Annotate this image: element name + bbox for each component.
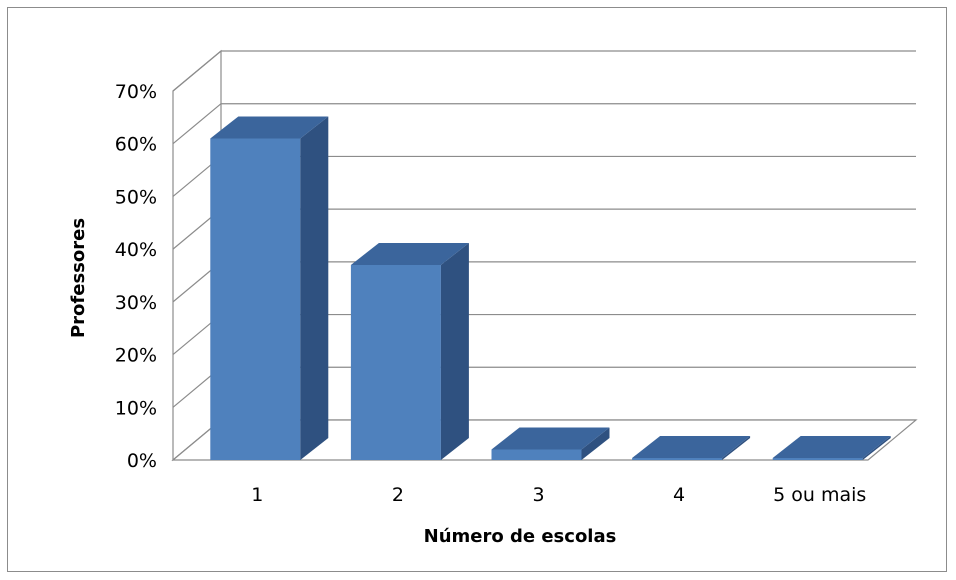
x-tick-label: 1: [251, 484, 263, 506]
y-tick-label: 10%: [115, 397, 157, 419]
chart-svg: 0% 10% 20% 30% 40% 50% 60% 70% 1 2 3 4 5 ou mais Nú…: [68, 49, 918, 547]
bar-side: [581, 427, 610, 460]
bar-top: [350, 242, 469, 265]
bar-3: [491, 427, 610, 460]
bar-side: [440, 242, 469, 460]
gridline: [172, 50, 916, 92]
y-tick-label: 60%: [115, 134, 157, 156]
bar-front: [772, 458, 863, 460]
bar-2: [350, 242, 469, 460]
y-tick-label: 0%: [127, 450, 157, 472]
bar-front: [491, 449, 582, 460]
bar-top: [772, 436, 891, 458]
bar-1: [210, 116, 329, 460]
y-tick-labels: 0% 10% 20% 30% 40% 50% 60% 70%: [115, 81, 157, 472]
bar-side: [300, 116, 329, 460]
x-tick-label: 4: [673, 484, 685, 506]
bars: [210, 116, 891, 460]
x-axis-title: Número de escolas: [424, 526, 617, 547]
y-tick-label: 50%: [115, 186, 157, 208]
x-tick-label: 5 ou mais: [773, 484, 866, 506]
bar-side: [722, 436, 751, 460]
y-tick-label: 30%: [115, 292, 157, 314]
x-tick-label: 3: [532, 484, 544, 506]
gridline: [172, 103, 916, 145]
y-tick-label: 40%: [115, 239, 157, 261]
bar-top: [632, 436, 751, 458]
x-tick-labels: 1 2 3 4 5 ou mais: [251, 484, 866, 506]
y-axis-title: Professores: [68, 218, 89, 338]
bar-side: [862, 436, 891, 460]
bar-top: [210, 116, 329, 139]
y-tick-label: 20%: [115, 345, 157, 367]
x-tick-label: 2: [392, 484, 404, 506]
y-tick-label: 70%: [115, 81, 157, 103]
bar-front: [350, 264, 441, 460]
bar-front: [632, 458, 723, 460]
chart-frame: 0% 10% 20% 30% 40% 50% 60% 70% 1 2 3 4 5 ou mais Nú…: [7, 7, 947, 572]
bar-top: [491, 427, 610, 450]
bar-front: [210, 138, 301, 460]
bar-4: [632, 436, 751, 460]
bar-5: [772, 436, 891, 460]
